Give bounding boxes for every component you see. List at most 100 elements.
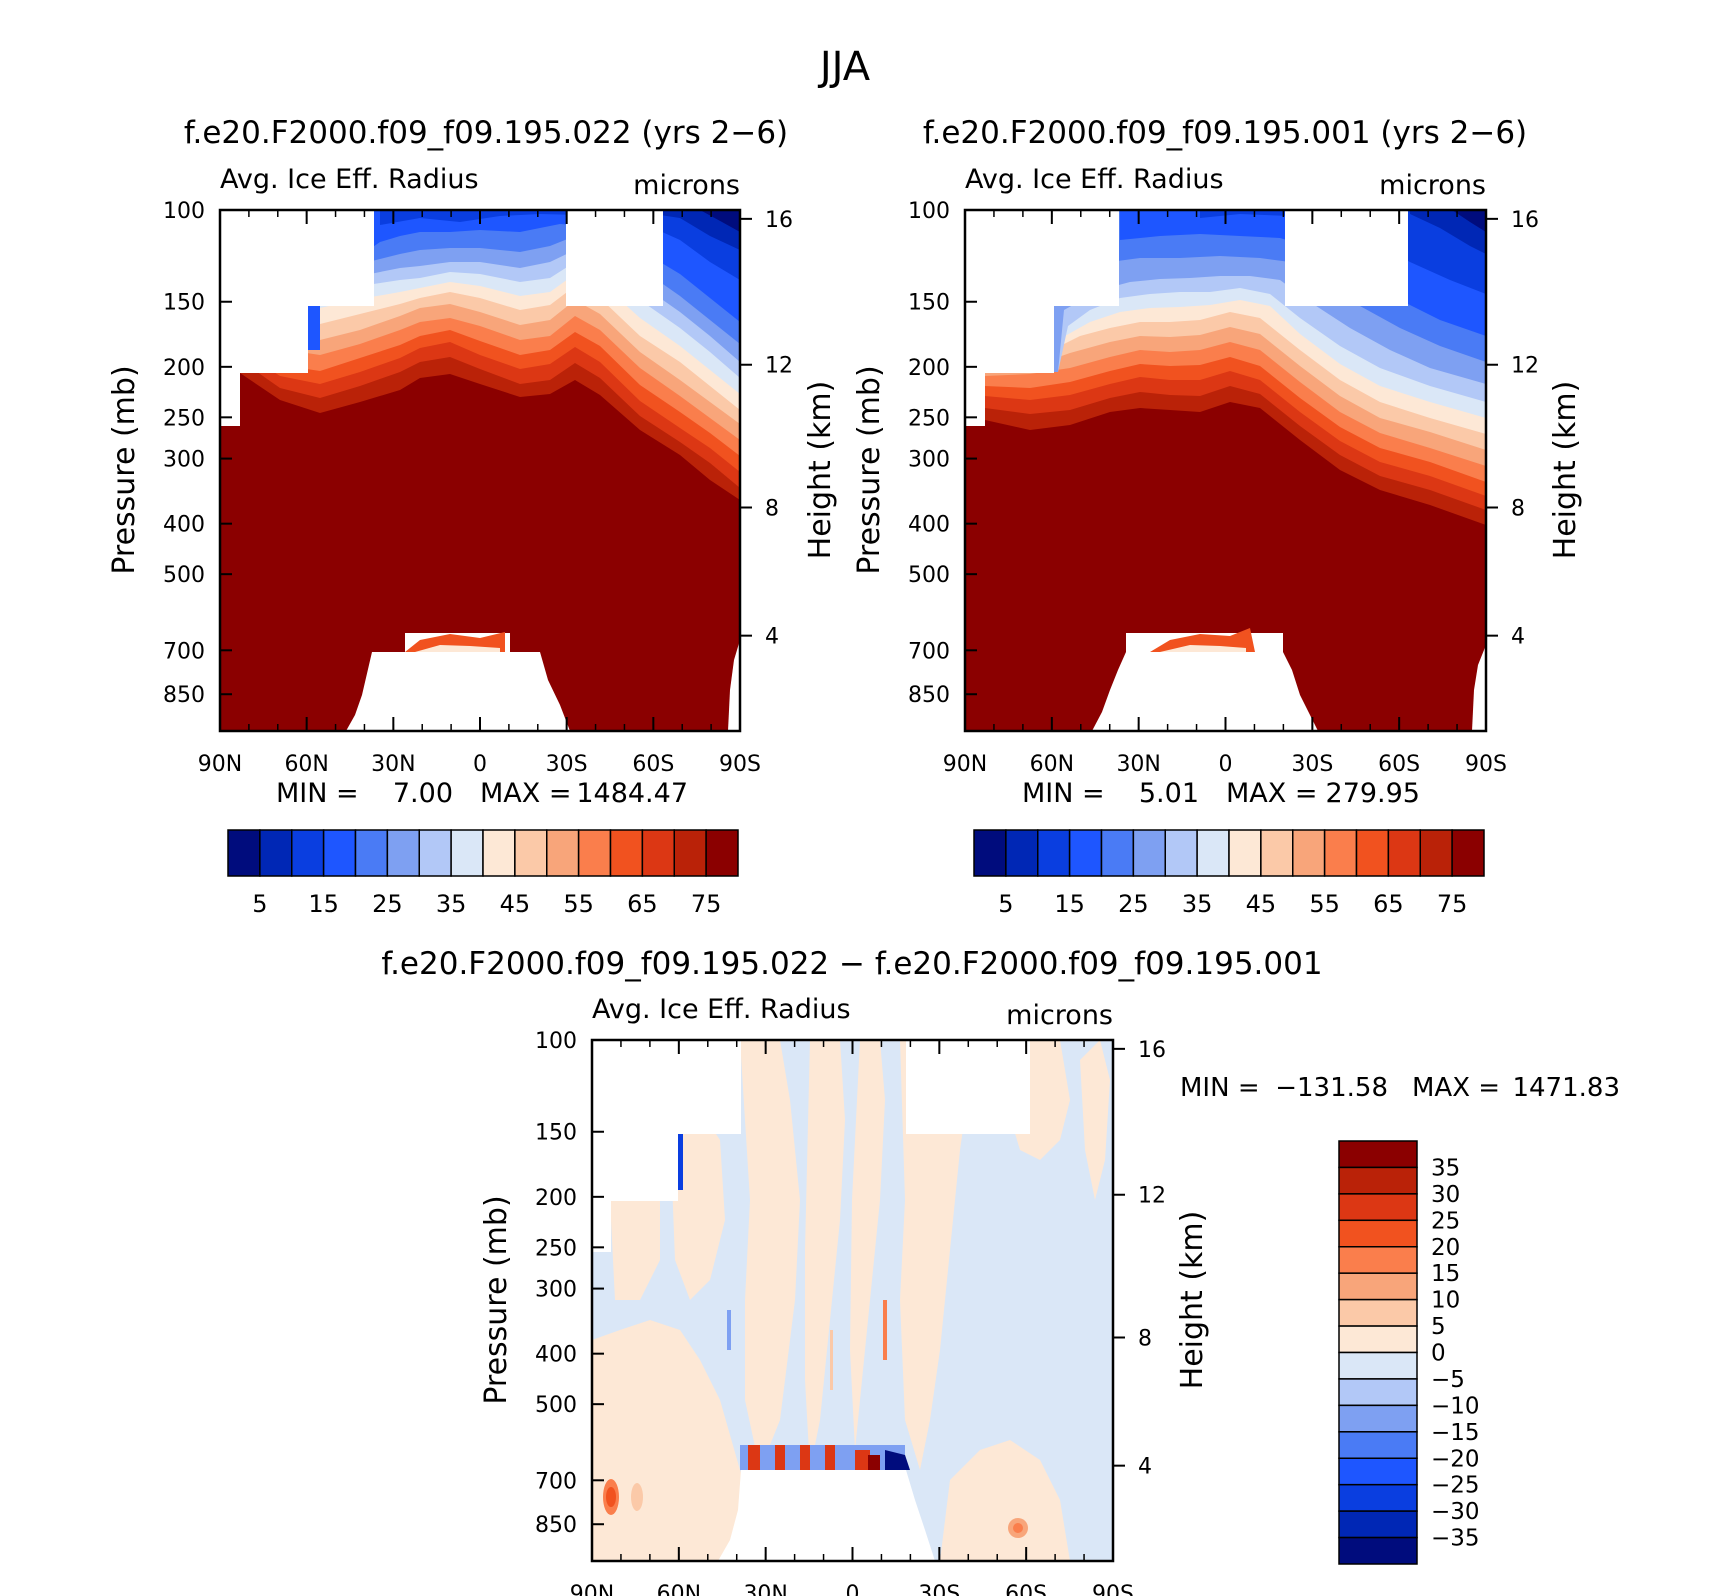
colorbar-label: 65 [627, 890, 658, 918]
x-tick-label: 0 [1219, 752, 1233, 777]
colorbar-label: 75 [691, 890, 722, 918]
y-tick-label: 100 [908, 199, 950, 224]
colorbar-label: −25 [1431, 1473, 1480, 1499]
panel-c-surface-strip [740, 1445, 905, 1470]
colorbar-box [1451, 829, 1485, 877]
x-tick-label: 30S [546, 752, 588, 777]
panel-a-lower-band-2 [415, 645, 500, 652]
colorbar-label: 75 [1437, 890, 1468, 918]
y2-tick-label: 4 [1138, 1455, 1152, 1480]
colorbar-box [1338, 1536, 1418, 1565]
x-tick-label: 90S [1465, 752, 1507, 777]
panel-c-max-label: MAX = [1412, 1073, 1500, 1103]
colorbar-label: 25 [1431, 1208, 1460, 1234]
x-tick-label: 30N [743, 1582, 787, 1596]
colorbar-label: 15 [1431, 1261, 1460, 1287]
panel-c-y2label: Height (km) [1175, 1211, 1210, 1390]
y-tick-label: 200 [535, 1186, 577, 1211]
y-tick-label: 850 [535, 1513, 577, 1538]
panel-c-min-label: MIN = [1180, 1073, 1260, 1103]
y2-tick-label: 12 [1138, 1184, 1166, 1209]
colorbar-box [1338, 1272, 1418, 1301]
colorbar-box [1338, 1404, 1418, 1433]
colorbar-box [1355, 829, 1390, 877]
colorbar-label: 0 [1431, 1341, 1446, 1367]
colorbar-box [1338, 1166, 1418, 1195]
colorbar-box [1338, 1298, 1418, 1327]
colorbar-box [546, 829, 580, 877]
panel-a-max-value: 1484.47 [576, 778, 688, 809]
panel-a-colorbar: 5 15 25 35 45 55 65 75 [227, 829, 739, 918]
panel-b-plot [965, 210, 1486, 731]
y-tick-label: 700 [163, 639, 205, 664]
panel-a-min-label: MIN = [276, 778, 359, 809]
panel-c-min-value: −131.58 [1275, 1073, 1388, 1103]
colorbar-label: 25 [1118, 890, 1149, 918]
panel-b-missing-top-2 [1285, 210, 1408, 306]
colorbar-box [1338, 1193, 1418, 1222]
colorbar-label: 55 [563, 890, 594, 918]
colorbar-box [1037, 829, 1071, 877]
panel-a-axes: 100 150 200 250 300 400 500 700 850 16 12 8 4 90N 60N 3… [163, 199, 793, 777]
colorbar-box [1338, 1457, 1418, 1486]
y2-tick-label: 4 [1511, 625, 1525, 650]
panel-a-band-5 [700, 210, 740, 232]
panel-c-pos-region-5 [805, 1040, 845, 1470]
panel-a-min-value: 7.00 [393, 778, 453, 809]
colorbar-box [1005, 829, 1039, 877]
y-tick-label: 400 [908, 513, 950, 538]
colorbar-box [1323, 829, 1358, 877]
y2-tick-label: 16 [1138, 1038, 1166, 1063]
colorbar-box [1164, 829, 1198, 877]
panel-c-axes: 100 150 200 250 300 400 500 700 850 16 12 8 4 90N 60N 3… [535, 1029, 1166, 1596]
colorbar-box [291, 829, 325, 877]
colorbar-label: 25 [372, 890, 403, 918]
panel-a-max-label: MAX = [480, 778, 571, 809]
colorbar-box [514, 829, 548, 877]
y-tick-label: 300 [163, 448, 205, 473]
y2-tick-label: 16 [1511, 208, 1539, 233]
x-tick-label: 60S [632, 752, 674, 777]
y-tick-label: 500 [908, 563, 950, 588]
colorbar-box [705, 829, 739, 877]
colorbar-label: −35 [1431, 1526, 1480, 1552]
colorbar-label: 35 [1182, 890, 1213, 918]
colorbar-box [1260, 829, 1294, 877]
panel-b: f.e20.F2000.f09_f09.195.001 (yrs 2−6) Av… [852, 115, 1583, 918]
y-tick-label: 200 [908, 356, 950, 381]
panel-b-colorbar: 5 15 25 35 45 55 65 75 [973, 829, 1485, 918]
colorbar-box [1338, 1378, 1418, 1407]
y2-tick-label: 12 [1511, 354, 1539, 379]
x-tick-label: 60N [1030, 752, 1074, 777]
colorbar-box [641, 829, 675, 877]
y-tick-label: 500 [535, 1393, 577, 1418]
y-tick-label: 700 [535, 1469, 577, 1494]
panel-b-missing-bottom [1092, 633, 1318, 731]
y-tick-label: 700 [908, 639, 950, 664]
y-tick-label: 300 [535, 1278, 577, 1303]
colorbar-box [259, 829, 293, 877]
x-tick-label: 90S [719, 752, 761, 777]
x-tick-label: 30S [1291, 752, 1333, 777]
panel-c-pos-region-6 [850, 1040, 885, 1450]
panel-a-left-string: Avg. Ice Eff. Radius [220, 164, 479, 195]
y-tick-label: 250 [535, 1236, 577, 1261]
colorbar-label: 5 [1431, 1314, 1446, 1340]
colorbar-box [1338, 1140, 1418, 1169]
colorbar-box [1338, 1483, 1418, 1512]
colorbar-label: 5 [252, 890, 267, 918]
y-tick-label: 150 [163, 291, 205, 316]
colorbar-label: 45 [1246, 890, 1277, 918]
colorbar-box [609, 829, 644, 877]
y-tick-label: 850 [908, 683, 950, 708]
panel-a-right-string: microns [633, 170, 740, 201]
y-tick-label: 850 [163, 683, 205, 708]
y-tick-label: 150 [908, 291, 950, 316]
y-tick-label: 250 [163, 406, 205, 431]
x-tick-label: 90S [1092, 1582, 1134, 1596]
x-tick-label: 90N [943, 752, 987, 777]
panel-b-band-10 [1410, 210, 1486, 254]
y-tick-label: 250 [908, 406, 950, 431]
panel-c-right-string: microns [1006, 1000, 1113, 1031]
panel-b-lower-band-2 [1160, 645, 1246, 652]
